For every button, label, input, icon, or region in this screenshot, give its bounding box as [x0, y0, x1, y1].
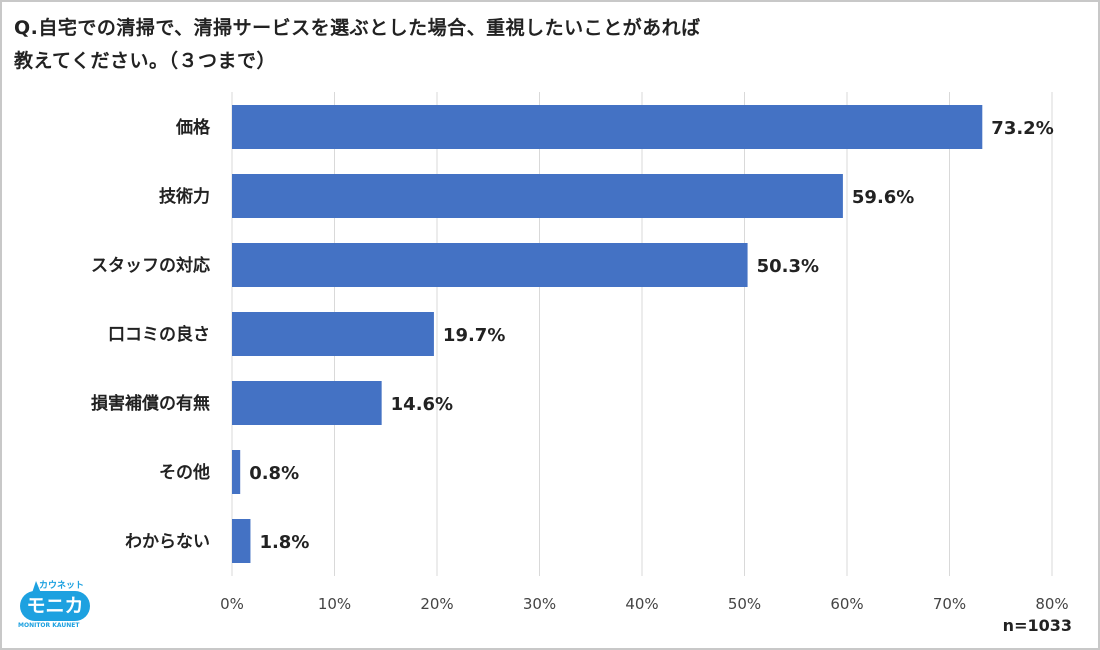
- x-tick-label: 60%: [830, 595, 863, 613]
- x-tick-label: 20%: [420, 595, 453, 613]
- logo-english: MONITOR KAUNET: [18, 622, 80, 629]
- data-label: 50.3%: [757, 256, 819, 277]
- chart-title: Q.自宅での清掃で、清掃サービスを選ぶとした場合、重視したいことがあれば 教えて…: [14, 12, 701, 78]
- category-label: 損害補償の有無: [91, 393, 210, 414]
- category-label: その他: [159, 462, 210, 483]
- title-line-1: Q.自宅での清掃で、清掃サービスを選ぶとした場合、重視したいことがあれば: [14, 17, 701, 39]
- bar: [232, 519, 251, 563]
- bar: [232, 312, 434, 356]
- bar: [232, 381, 382, 425]
- sample-size: n=1033: [1002, 616, 1072, 635]
- x-tick-label: 30%: [523, 595, 556, 613]
- logo-kana: カウネット: [39, 581, 85, 591]
- x-tick-label: 50%: [728, 595, 761, 613]
- data-label: 14.6%: [391, 394, 453, 415]
- title-line-2: 教えてください。（３つまで）: [14, 50, 276, 72]
- category-label: わからない: [125, 532, 210, 552]
- bar: [232, 243, 748, 287]
- x-tick-label: 80%: [1035, 595, 1068, 613]
- logo-main: モニカ: [20, 581, 90, 621]
- category-label: 口コミの良さ: [108, 324, 210, 345]
- data-label: 73.2%: [991, 118, 1053, 139]
- data-label: 1.8%: [259, 532, 309, 553]
- x-tick-label: 0%: [220, 595, 244, 613]
- x-tick-label: 70%: [933, 595, 966, 613]
- monica-logo: カウネット モニカ MONITOR KAUNET: [18, 578, 98, 633]
- category-label: 価格: [175, 117, 211, 138]
- category-label: 技術力: [159, 186, 210, 207]
- bar: [232, 450, 241, 494]
- category-label: スタッフの対応: [91, 255, 210, 276]
- data-label: 0.8%: [249, 463, 299, 484]
- x-tick-label: 10%: [318, 595, 351, 613]
- bar: [232, 105, 983, 149]
- data-label: 59.6%: [852, 187, 914, 208]
- bar: [232, 174, 843, 218]
- x-tick-label: 40%: [625, 595, 658, 613]
- data-label: 19.7%: [443, 325, 505, 346]
